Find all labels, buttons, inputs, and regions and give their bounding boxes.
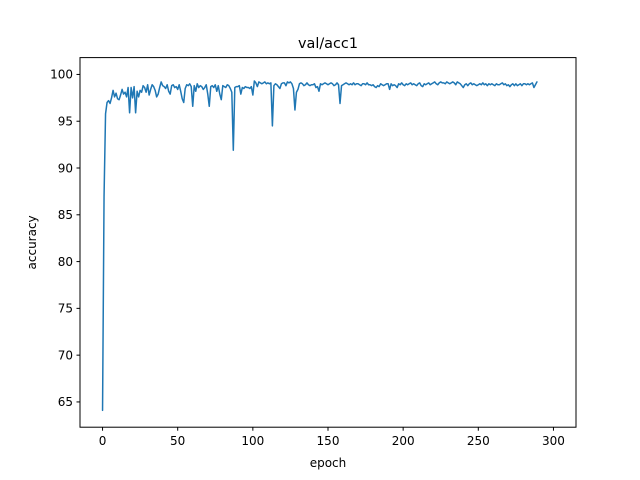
x-tick-label: 300 [542, 434, 565, 448]
y-tick-label: 70 [58, 348, 73, 362]
y-tick-label: 65 [58, 395, 73, 409]
y-tick-label: 75 [58, 302, 73, 316]
y-tick-label: 95 [58, 115, 73, 129]
y-axis-label: accuracy [25, 215, 39, 269]
x-tick-label: 250 [467, 434, 490, 448]
x-tick-label: 0 [99, 434, 107, 448]
chart-title: val/acc1 [298, 36, 358, 52]
y-axis: 65 70 75 80 85 90 95 100 [50, 68, 80, 409]
y-tick-label: 80 [58, 255, 73, 269]
x-tick-label: 200 [392, 434, 415, 448]
x-axis-label: epoch [310, 456, 347, 470]
series-line-val-acc1 [101, 80, 538, 412]
x-axis: 0 50 100 150 200 250 300 [99, 427, 565, 448]
x-tick-label: 100 [241, 434, 264, 448]
x-tick-label: 150 [317, 434, 340, 448]
x-tick-label: 50 [170, 434, 185, 448]
y-tick-label: 100 [50, 68, 73, 82]
y-tick-label: 90 [58, 161, 73, 175]
plot-frame [79, 57, 577, 428]
y-tick-label: 85 [58, 208, 73, 222]
